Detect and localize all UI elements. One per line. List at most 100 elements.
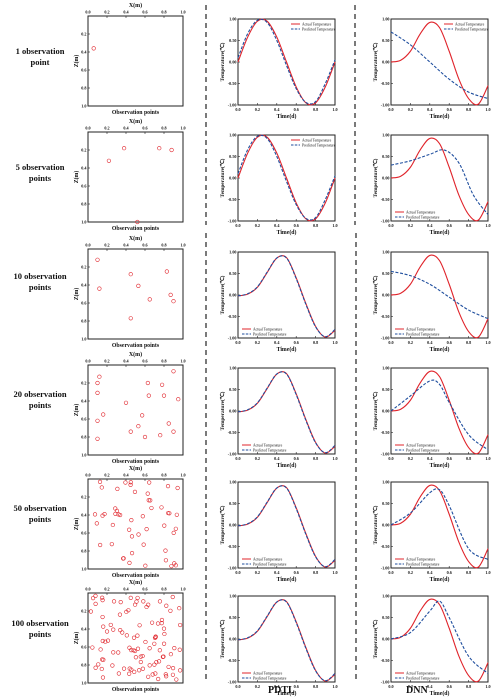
y-tick-label: 0.4 [81,513,87,518]
y-tick-label: -1.00 [381,566,390,571]
column-label-pdtl: PDTL [268,685,295,696]
observation-point-marker [156,676,161,682]
x-tick-label: 0.6 [142,10,147,15]
observation-point-marker [105,638,111,643]
observation-point-marker [164,603,169,608]
x-tick-label: 0.4 [427,456,433,461]
x-axis-title: Time(d) [277,229,297,236]
observation-point-marker [102,511,107,517]
pdtl-panel-2: 0.0 0.2 0.4 0.6 0.8 1.0 1.00 0.50 0.00 -0.50 -1.00… [219,133,338,237]
observation-point-marker [111,627,116,632]
observation-point-marker [99,485,104,490]
dnn-panel-5: 0.0 0.2 0.4 0.6 0.8 1.0 1.00 0.50 0.00 -0.50 -1.00… [372,480,491,584]
scatter-caption: Observation points [112,110,160,116]
x-tick-label: 0.4 [427,340,433,345]
x-tick-label: 0.2 [104,473,109,478]
observation-point-marker [157,146,162,151]
observation-point-marker [127,527,132,532]
x-tick-label: 0.8 [161,243,166,248]
observation-point-marker [104,629,110,634]
y-tick-label: 0.00 [382,409,389,414]
observation-point-marker [97,374,102,379]
x-tick-label: 1.0 [332,340,337,345]
observation-point-marker [145,491,150,496]
observation-point-marker [123,400,129,405]
observation-point-marker [164,269,169,274]
x-tick-label: 0.2 [408,456,413,461]
y-tick-label: 0.00 [382,523,389,528]
y-tick-label: 0.00 [229,60,236,65]
observation-point-marker [132,669,137,674]
y-tick-label: -1.00 [228,452,237,457]
y-tick-label: 0.50 [229,387,236,392]
observation-point-marker [127,560,132,565]
x-tick-label: 0.8 [466,570,471,575]
x-tick-label: 0.8 [313,684,318,689]
x-tick-label: 0.6 [294,223,299,228]
x-tick-label: 0.8 [313,107,318,112]
observation-point-marker [136,532,141,537]
y-tick-label: 1.0 [81,337,86,342]
row-label-6: 100 observation points [0,618,80,640]
observation-point-marker [166,664,171,670]
observation-point-marker [99,666,104,672]
y-axis-title: Temperature(℃) [372,158,379,197]
row-label-5: 50 observation points [0,503,80,525]
x-tick-label: 0.0 [235,107,240,112]
observation-point-marker [100,675,106,680]
x-tick-label: 0.6 [142,243,147,248]
y-tick-label: -0.50 [381,658,390,663]
observation-point-marker [173,526,178,531]
observation-point-marker [165,484,171,489]
legend-predicted-label: Predicted Temperature [253,332,287,336]
y-tick-label: 0.4 [81,283,87,288]
dnn-panel-1: 0.0 0.2 0.4 0.6 0.8 1.0 1.00 0.50 0.00 -0.50 -1.00… [372,17,491,121]
x-tick-label: 1.0 [332,456,337,461]
observation-point-marker [92,512,98,517]
observation-point-marker [161,626,167,631]
x-tick-label: 0.6 [142,473,147,478]
observation-point-marker [137,668,142,673]
y-tick-label: 0.00 [229,176,236,181]
x-tick-label: 0.6 [294,340,299,345]
x-tick-label: 0.2 [104,587,109,592]
observation-panel-2: X(m) 0.0 0.2 0.4 0.6 0.8 1.0 0.2 0.4 0.6 0.8 1.0 Z(m… [73,118,186,232]
y-tick-label: -0.50 [381,81,390,86]
legend-actual-label: Actual Temperature [455,22,485,26]
observation-point-marker [171,429,176,434]
row-label-4: 20 observation points [0,389,80,411]
actual-temperature-line [237,255,336,338]
observation-plot-frame [87,364,184,456]
x-tick-label: 0.0 [388,684,393,689]
observation-point-marker [159,617,165,623]
x-tick-label: 0.2 [104,243,109,248]
y-tick-label: -0.50 [228,314,237,319]
y-tick-label: 0.4 [81,166,87,171]
x-tick-label: 0.4 [427,570,433,575]
observation-point-marker [93,601,98,606]
pdtl-panel-4: 0.0 0.2 0.4 0.6 0.8 1.0 1.00 0.50 0.00 -0.50 -1.00… [219,366,338,470]
dnn-panel-4: 0.0 0.2 0.4 0.6 0.8 1.0 1.00 0.50 0.00 -0.50 -1.00… [372,366,491,470]
observation-plot-frame [87,478,184,570]
y-tick-label: 1.0 [81,104,86,109]
y-axis-title: Z(m) [73,288,80,301]
observation-point-marker [137,623,142,628]
observation-point-marker [147,646,152,651]
x-axis-title: Time(d) [277,346,297,353]
y-tick-label: 0.6 [81,417,86,422]
observation-point-marker [178,668,183,673]
x-axis-title: Time(d) [277,576,297,583]
y-tick-label: -1.00 [381,219,390,224]
x-tick-label: 0.4 [427,684,433,689]
observation-point-marker [116,671,121,676]
line-plot-frame [390,367,489,455]
x-tick-label: 0.2 [104,359,109,364]
x-tick-label: 1.0 [485,107,490,112]
y-tick-label: 0.4 [81,399,87,404]
observation-point-marker [146,498,151,503]
actual-temperature-line [390,21,489,106]
line-plot-frame [390,481,489,569]
observation-point-marker [136,424,141,429]
legend-predicted-label: Predicted Temperature [406,562,440,566]
x-tick-label: 0.6 [142,126,147,131]
